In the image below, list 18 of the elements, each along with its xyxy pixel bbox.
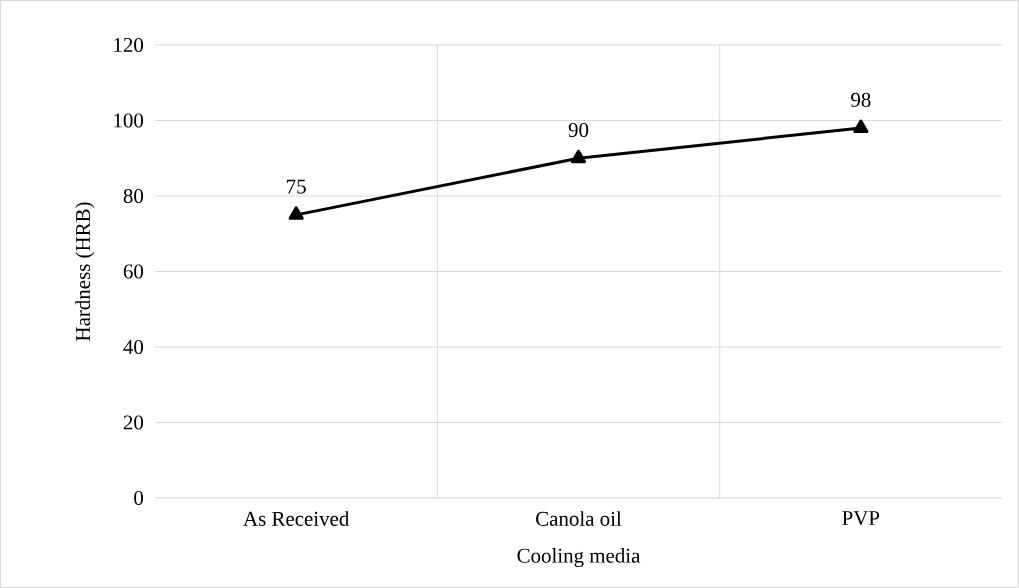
y-tick-label: 60 [123,264,144,279]
point [853,119,869,134]
y-tick-label: 0 [134,490,144,506]
x-axis-title: Cooling media [517,548,641,568]
y-tick-label: 120 [114,37,144,53]
x-tick-label: Canola oil [536,511,622,526]
x-tick-label: As Received [243,511,350,526]
point [570,149,587,164]
x-tick-label: PVP [842,511,880,526]
y-tick-label: 20 [123,415,144,430]
y-axis-title: Hardness (HRB) [75,202,95,341]
data-label: 98 [851,92,871,107]
data-label: 90 [568,122,589,138]
y-tick-label: 40 [123,339,144,355]
data-label: 75 [287,179,306,194]
y-tick-label: 80 [123,188,144,204]
y-tick-label: 100 [114,113,144,128]
point [288,206,304,220]
